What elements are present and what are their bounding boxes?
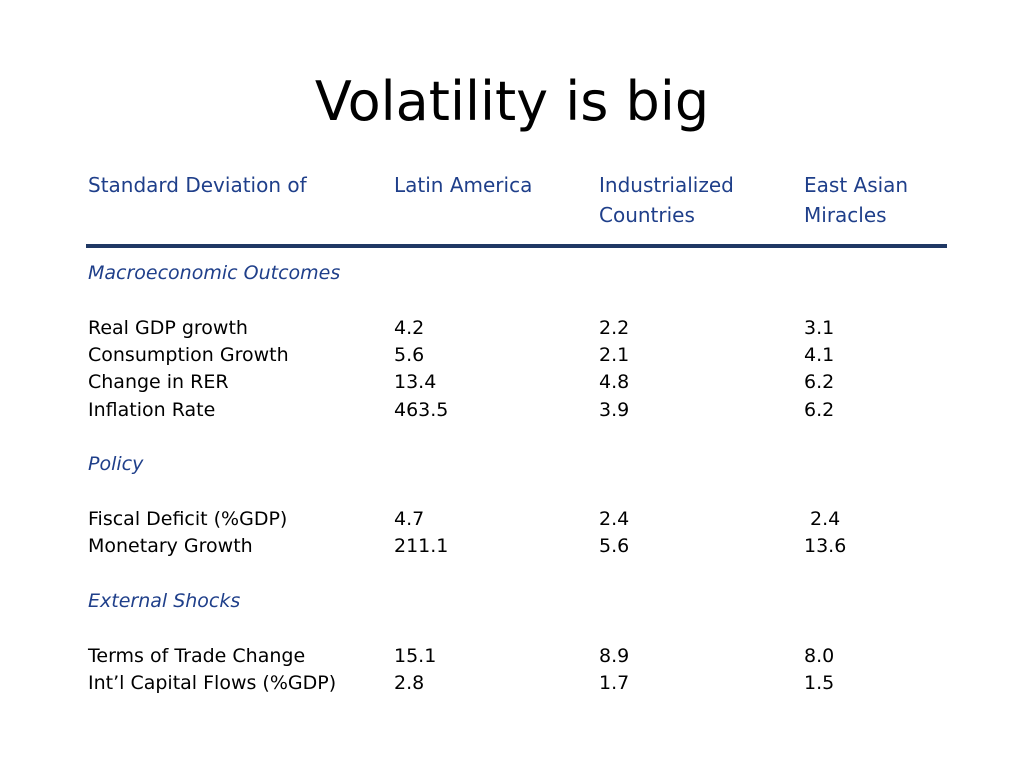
table-row: Fiscal Deficit (%GDP) 4.7 2.4 2.4 [0, 506, 1024, 533]
header-standard-deviation-of: Standard Deviation of [88, 173, 307, 197]
table-row: Change in RER 13.4 4.8 6.2 [0, 369, 1024, 396]
table-row: Inflation Rate 463.5 3.9 6.2 [0, 397, 1024, 424]
header-divider [86, 244, 947, 248]
table-row: Terms of Trade Change 15.1 8.9 8.0 [0, 643, 1024, 670]
east-asian-value: 3.1 [804, 317, 835, 339]
latin-america-value: 4.7 [394, 508, 425, 530]
table-row: Monetary Growth 211.1 5.6 13.6 [0, 533, 1024, 560]
table-row: Int’l Capital Flows (%GDP) 2.8 1.7 1.5 [0, 670, 1024, 697]
header-latin-america: Latin America [394, 173, 533, 197]
industrialized-value: 2.2 [599, 317, 630, 339]
east-asian-value: 8.0 [804, 645, 835, 667]
industrialized-value: 4.8 [599, 371, 630, 393]
row-label: Change in RER [88, 371, 229, 393]
row-label: Fiscal Deficit (%GDP) [88, 508, 288, 530]
industrialized-value: 2.1 [599, 344, 630, 366]
industrialized-value: 1.7 [599, 672, 630, 694]
east-asian-value: 13.6 [804, 535, 847, 557]
section-label-policy: Policy [88, 453, 144, 475]
table-header: Standard Deviation of Latin America Indu… [0, 170, 1024, 240]
row-label: Terms of Trade Change [88, 645, 306, 667]
table-row: Real GDP growth 4.2 2.2 3.1 [0, 315, 1024, 342]
section-label-macroeconomic-outcomes: Macroeconomic Outcomes [88, 262, 341, 284]
section-label-external-shocks: External Shocks [88, 590, 241, 612]
latin-america-value: 15.1 [394, 645, 437, 667]
east-asian-value: 2.4 [804, 508, 841, 530]
table-row: Consumption Growth 5.6 2.1 4.1 [0, 342, 1024, 369]
row-label: Int’l Capital Flows (%GDP) [88, 672, 337, 694]
row-label: Consumption Growth [88, 344, 289, 366]
slide-title: Volatility is big [314, 70, 710, 133]
east-asian-value: 4.1 [804, 344, 835, 366]
east-asian-value: 6.2 [804, 399, 835, 421]
industrialized-value: 8.9 [599, 645, 630, 667]
row-label: Real GDP growth [88, 317, 248, 339]
industrialized-value: 3.9 [599, 399, 630, 421]
industrialized-value: 2.4 [599, 508, 630, 530]
latin-america-value: 211.1 [394, 535, 449, 557]
header-east-asian-miracles: East Asian Miracles [804, 173, 909, 227]
latin-america-value: 2.8 [394, 672, 425, 694]
header-industrialized-countries: Industrialized Countries [599, 173, 734, 227]
row-label: Monetary Growth [88, 535, 253, 557]
industrialized-value: 5.6 [599, 535, 630, 557]
latin-america-value: 5.6 [394, 344, 425, 366]
east-asian-value: 1.5 [804, 672, 835, 694]
latin-america-value: 4.2 [394, 317, 425, 339]
row-label: Inflation Rate [88, 399, 216, 421]
latin-america-value: 13.4 [394, 371, 437, 393]
latin-america-value: 463.5 [394, 399, 449, 421]
east-asian-value: 6.2 [804, 371, 835, 393]
